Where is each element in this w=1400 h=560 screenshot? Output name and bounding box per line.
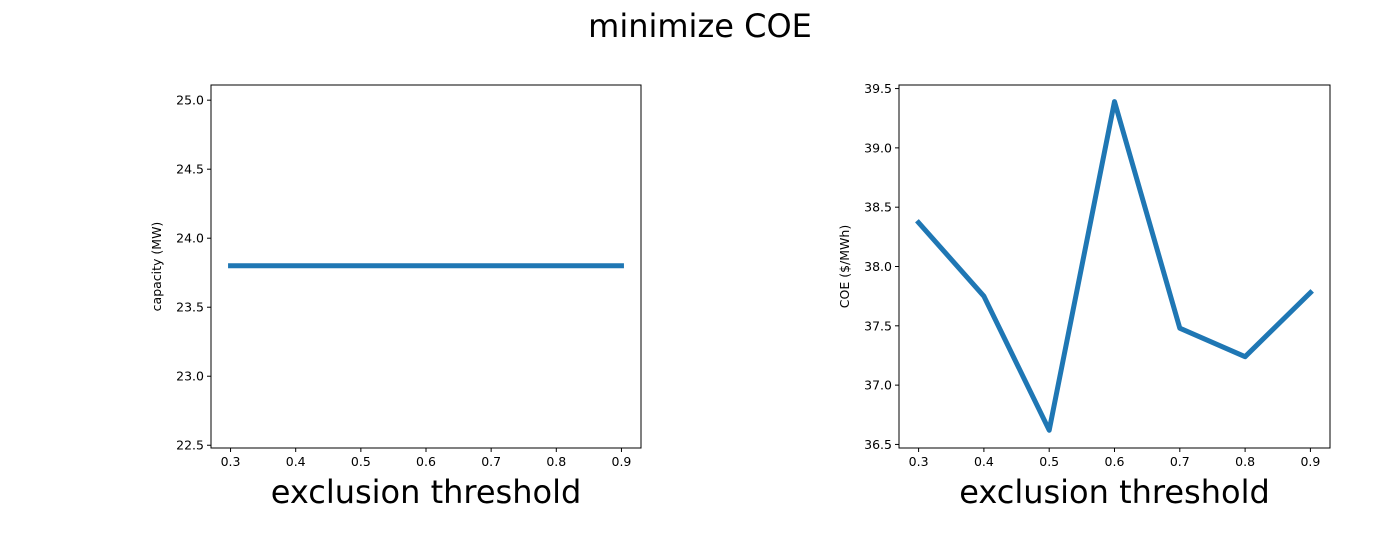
x-axis-label: exclusion threshold bbox=[959, 473, 1270, 511]
plot-area bbox=[915, 99, 1314, 433]
x-tick-label: 0.7 bbox=[1170, 454, 1190, 469]
tick-labels: 0.3 0.4 0.5 0.6 0.7 0.8 0.9 22.5 23.0 23.5 24.0 24.… bbox=[176, 93, 631, 469]
x-tick-label: 0.4 bbox=[974, 454, 994, 469]
y-axis-label: capacity (MW) bbox=[149, 222, 164, 312]
x-tick-label: 0.5 bbox=[351, 454, 371, 469]
x-tick-label: 0.6 bbox=[416, 454, 436, 469]
y-tick-label: 24.5 bbox=[176, 162, 204, 177]
x-tick-label: 0.7 bbox=[481, 454, 501, 469]
tick-labels: 0.3 0.4 0.5 0.6 0.7 0.8 0.9 36.5 37.0 37.5 38.0 38.… bbox=[864, 81, 1320, 469]
x-tick-label: 0.9 bbox=[1300, 454, 1320, 469]
y-tick-label: 25.0 bbox=[176, 93, 204, 108]
axes-frame bbox=[210, 84, 642, 449]
y-tick-label: 39.0 bbox=[864, 140, 892, 155]
axis-ticks bbox=[895, 88, 1311, 452]
y-axis-label: COE ($/MWh) bbox=[837, 225, 852, 308]
x-tick-label: 0.6 bbox=[1105, 454, 1125, 469]
y-tick-label: 36.5 bbox=[864, 437, 892, 452]
y-tick-label: 22.5 bbox=[176, 438, 204, 453]
y-tick-label: 37.5 bbox=[864, 318, 892, 333]
chart-panel-coe: 0.3 0.4 0.5 0.6 0.7 0.8 0.9 36.5 37.0 37.5 38.0 38.… bbox=[837, 81, 1331, 511]
axes-frame bbox=[898, 84, 1331, 449]
x-tick-label: 0.8 bbox=[1235, 454, 1255, 469]
x-tick-label: 0.9 bbox=[612, 454, 632, 469]
y-tick-label: 37.0 bbox=[864, 378, 892, 393]
x-tick-label: 0.4 bbox=[286, 454, 306, 469]
y-tick-label: 23.0 bbox=[176, 369, 204, 384]
x-tick-label: 0.5 bbox=[1039, 454, 1059, 469]
figure-title: minimize COE bbox=[588, 7, 812, 45]
x-axis-label: exclusion threshold bbox=[271, 473, 582, 511]
series-line bbox=[915, 99, 1314, 433]
y-tick-label: 24.0 bbox=[176, 231, 204, 246]
x-tick-label: 0.3 bbox=[221, 454, 241, 469]
x-tick-label: 0.3 bbox=[909, 454, 929, 469]
axis-ticks bbox=[207, 99, 622, 452]
y-tick-label: 39.5 bbox=[864, 81, 892, 96]
y-tick-label: 38.5 bbox=[864, 200, 892, 215]
x-tick-label: 0.8 bbox=[546, 454, 566, 469]
y-tick-label: 38.0 bbox=[864, 259, 892, 274]
chart-panel-capacity: 0.3 0.4 0.5 0.6 0.7 0.8 0.9 22.5 23.0 23.5 24.0 24.… bbox=[149, 84, 642, 511]
y-tick-label: 23.5 bbox=[176, 300, 204, 315]
